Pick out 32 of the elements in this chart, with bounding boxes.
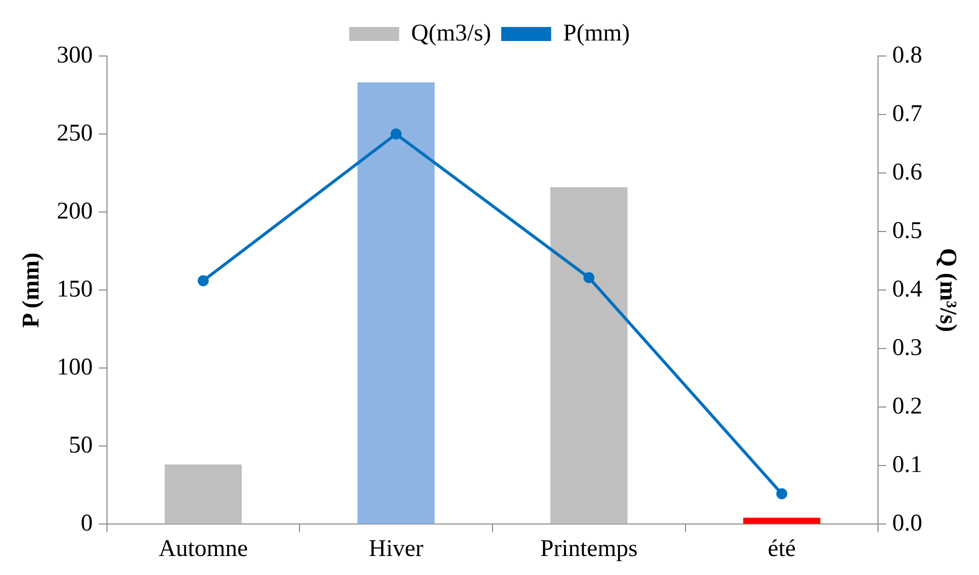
point <box>583 272 594 284</box>
y2-tick-label: 0.7 <box>892 100 922 127</box>
y2-tick-label: 0.5 <box>892 218 922 244</box>
y2-tick-label: 0.0 <box>892 510 922 536</box>
y-tick-label: 250 <box>56 120 93 146</box>
bar <box>164 464 242 524</box>
y2-tick-label: 0.8 <box>892 42 922 68</box>
x-tick-label: Printemps <box>540 536 638 562</box>
y2-tick-label: 0.4 <box>892 276 922 302</box>
y-tick-label: 100 <box>56 354 93 380</box>
y-tick-label: 0 <box>80 510 93 536</box>
legend-label: P(mm) <box>563 20 630 46</box>
point <box>776 488 788 500</box>
legend-label: Q(m3/s) <box>411 20 492 46</box>
y-tick-label: 300 <box>56 42 93 68</box>
y-tick-label: 200 <box>56 198 93 224</box>
point <box>390 128 402 140</box>
x-tick-label: été <box>768 536 796 562</box>
bar <box>550 187 628 524</box>
y2-tick-label: 0.1 <box>892 452 922 478</box>
y2-tick-label: 0.6 <box>892 159 922 186</box>
bar <box>358 82 435 524</box>
y-tick-label: 150 <box>56 276 93 302</box>
y2-tick-label: 0.2 <box>892 393 922 420</box>
y2-tick-label: 0.3 <box>892 334 922 361</box>
x-tick-label: Hiver <box>368 536 424 562</box>
y2-axis-title: Q (m³/s) <box>934 248 960 332</box>
y-tick-label: 50 <box>68 432 93 458</box>
point <box>198 275 209 286</box>
y-axis-title: P (mm) <box>18 252 45 328</box>
x-tick-label: Automne <box>158 536 248 562</box>
bar <box>743 518 820 524</box>
